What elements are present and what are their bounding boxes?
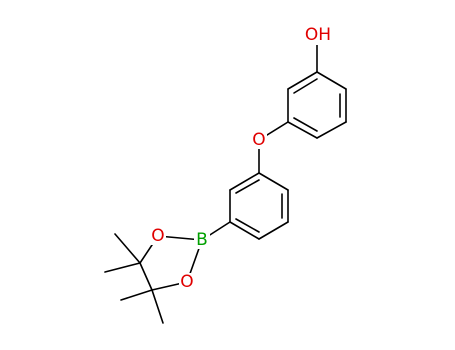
ring-oxygen-label: O — [151, 226, 164, 246]
hydroxyl-label: OH — [305, 25, 331, 45]
atom-labels: OH O B O O — [150, 25, 331, 292]
ring-oxygen-label: O — [180, 272, 193, 292]
bonds — [104, 43, 347, 324]
boron-label: B — [196, 230, 208, 250]
ether-oxygen-label: O — [252, 130, 265, 150]
